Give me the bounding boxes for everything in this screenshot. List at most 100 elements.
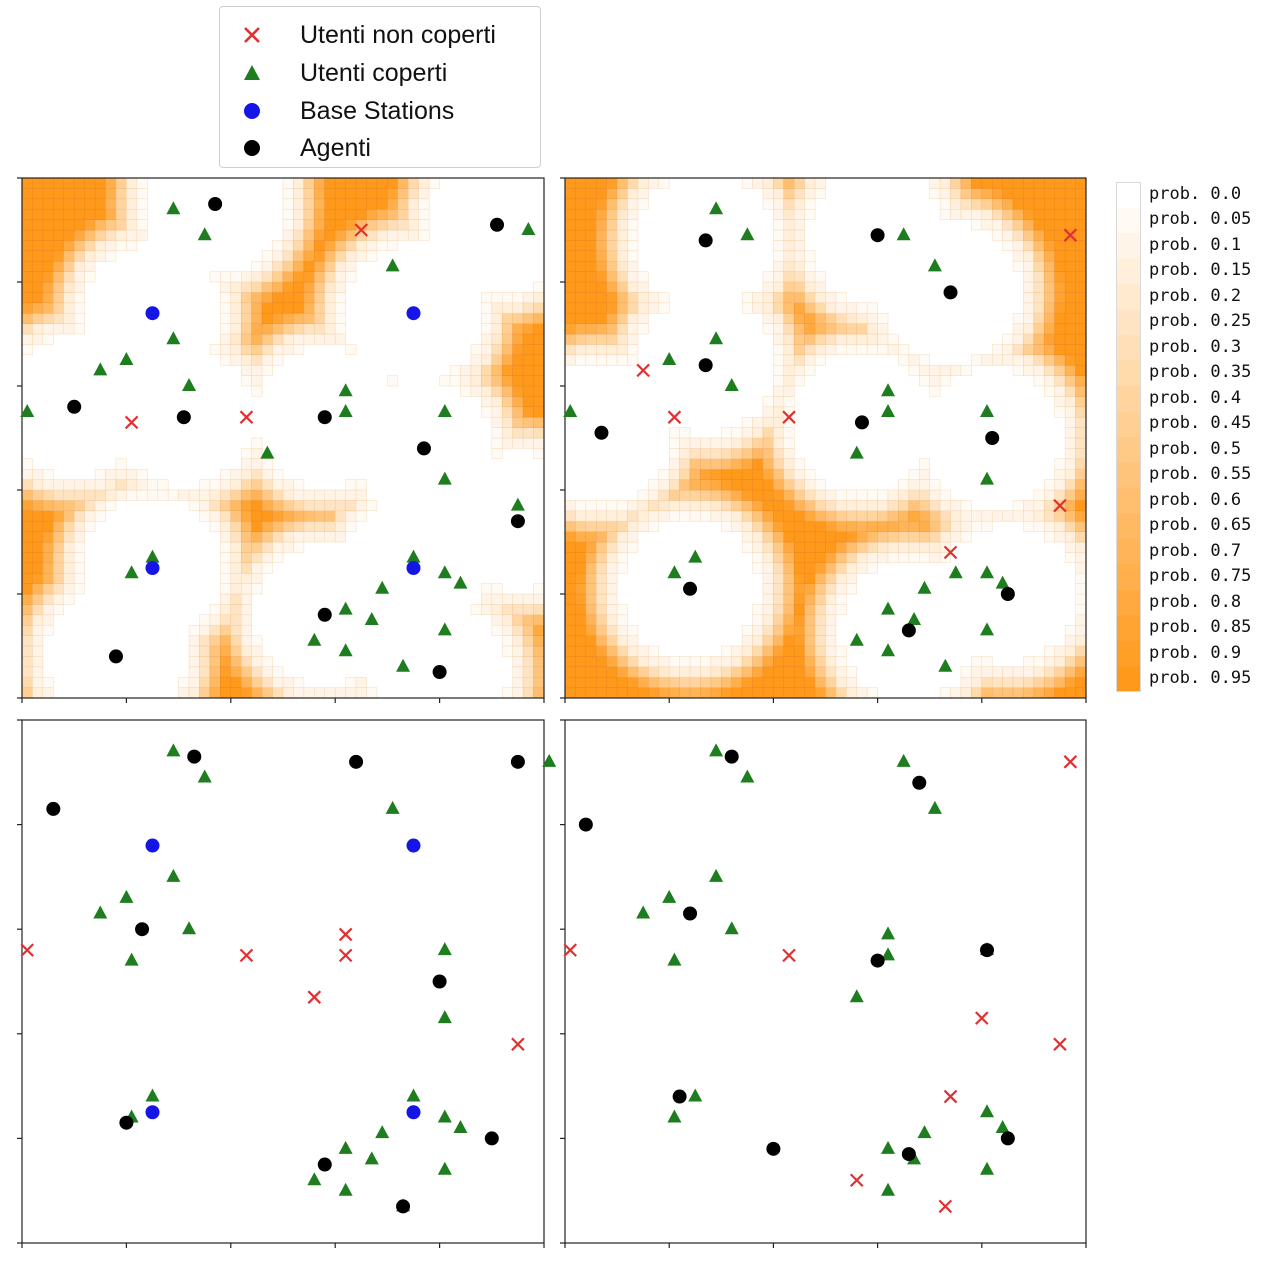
- heat-cell: [272, 354, 284, 366]
- heat-cell: [84, 271, 96, 283]
- heat-cell: [616, 177, 628, 189]
- heat-cell: [898, 552, 910, 564]
- heat-cell: [1075, 448, 1087, 460]
- colorbar-swatch: [1116, 207, 1141, 234]
- heat-cell: [1054, 219, 1066, 231]
- heat-cell: [105, 468, 117, 480]
- heat-cell: [261, 364, 273, 376]
- heat-cell: [314, 333, 326, 345]
- heat-cell: [710, 676, 722, 688]
- agent-point: [510, 754, 525, 769]
- heat-cell: [814, 510, 826, 522]
- colorbar-swatch: [1116, 386, 1141, 412]
- heat-cell: [627, 281, 639, 293]
- covered-user-point: [881, 1140, 896, 1154]
- heat-cell: [773, 323, 785, 335]
- heat-cell: [42, 562, 54, 574]
- heat-cell: [762, 458, 774, 470]
- heat-cell: [303, 198, 315, 210]
- heat-cell: [1012, 177, 1024, 189]
- heat-cell: [1002, 344, 1014, 356]
- heat-cell: [230, 552, 242, 564]
- heat-cell: [877, 520, 889, 532]
- heat-cell: [637, 271, 649, 283]
- heat-cell: [564, 323, 576, 335]
- heat-cell: [689, 687, 701, 699]
- heat-cell: [616, 292, 628, 304]
- heat-cell: [21, 271, 33, 283]
- heat-cell: [261, 302, 273, 314]
- panel-bottom-left: [17, 719, 557, 1248]
- agent-point: [980, 943, 995, 958]
- heat-cell: [533, 416, 545, 428]
- heat-cell: [272, 240, 284, 252]
- heat-cell: [251, 281, 263, 293]
- heat-cell: [314, 240, 326, 252]
- heat-cell: [783, 510, 795, 522]
- heat-cell: [261, 271, 273, 283]
- heat-cell: [585, 500, 597, 512]
- heat-cell: [741, 531, 753, 543]
- heat-cell: [115, 479, 127, 491]
- heat-cell: [596, 292, 607, 304]
- heat-cell: [42, 489, 54, 501]
- heat-cell: [449, 375, 461, 387]
- heat-cell: [668, 489, 680, 501]
- heat-cell: [627, 302, 639, 314]
- heat-cell: [689, 448, 701, 460]
- heat-cell: [835, 666, 847, 678]
- heat-cell: [1054, 520, 1066, 532]
- heat-cell: [762, 552, 774, 564]
- heat-cell: [575, 624, 587, 636]
- heat-cell: [648, 510, 660, 522]
- heat-cell: [522, 593, 534, 605]
- heat-cell: [42, 302, 54, 314]
- heat-cell: [668, 437, 680, 449]
- agent-point: [698, 358, 713, 373]
- heat-cell: [762, 676, 774, 688]
- heat-cell: [971, 208, 983, 220]
- heat-cell: [21, 510, 33, 522]
- heat-cell: [501, 312, 513, 324]
- heat-cell: [53, 177, 65, 189]
- heat-cell: [835, 510, 847, 522]
- heat-cell: [73, 292, 85, 304]
- heat-cell: [42, 676, 54, 688]
- heat-cell: [324, 500, 336, 512]
- heat-cell: [1044, 520, 1055, 532]
- heat-cell: [1044, 364, 1055, 376]
- heat-cell: [53, 489, 65, 501]
- heat-cell: [856, 562, 868, 574]
- heat-cell: [700, 676, 712, 688]
- heat-cell: [32, 572, 44, 584]
- heat-cell: [773, 510, 785, 522]
- covered-user-point: [307, 632, 322, 646]
- heat-cell: [220, 323, 232, 335]
- heat-cell: [512, 437, 524, 449]
- covered-user-point: [849, 632, 864, 646]
- colorbar-tick-label: prob. 0.25: [1149, 311, 1252, 332]
- heat-cell: [575, 614, 587, 626]
- heat-cell: [616, 344, 628, 356]
- heat-cell: [721, 656, 732, 668]
- heat-cell: [1012, 687, 1024, 699]
- heat-cell: [355, 510, 367, 522]
- heat-cell: [491, 624, 503, 636]
- legend-entry-uncovered: Utenti non coperti: [220, 17, 540, 53]
- heat-cell: [1033, 281, 1045, 293]
- heat-cell: [21, 656, 33, 668]
- heat-cell: [773, 427, 785, 439]
- agent-point: [432, 974, 447, 989]
- heat-cell: [679, 656, 691, 668]
- heat-cell: [261, 458, 273, 470]
- heat-cell: [606, 344, 618, 356]
- heat-cell: [470, 385, 482, 397]
- heat-cell: [575, 676, 587, 688]
- heat-cell: [1044, 177, 1055, 189]
- heat-cell: [240, 614, 252, 626]
- covered-user-point: [740, 227, 755, 241]
- heat-cell: [773, 333, 785, 345]
- heat-cell: [616, 208, 628, 220]
- heat-cell: [866, 312, 878, 324]
- heat-cell: [606, 188, 618, 200]
